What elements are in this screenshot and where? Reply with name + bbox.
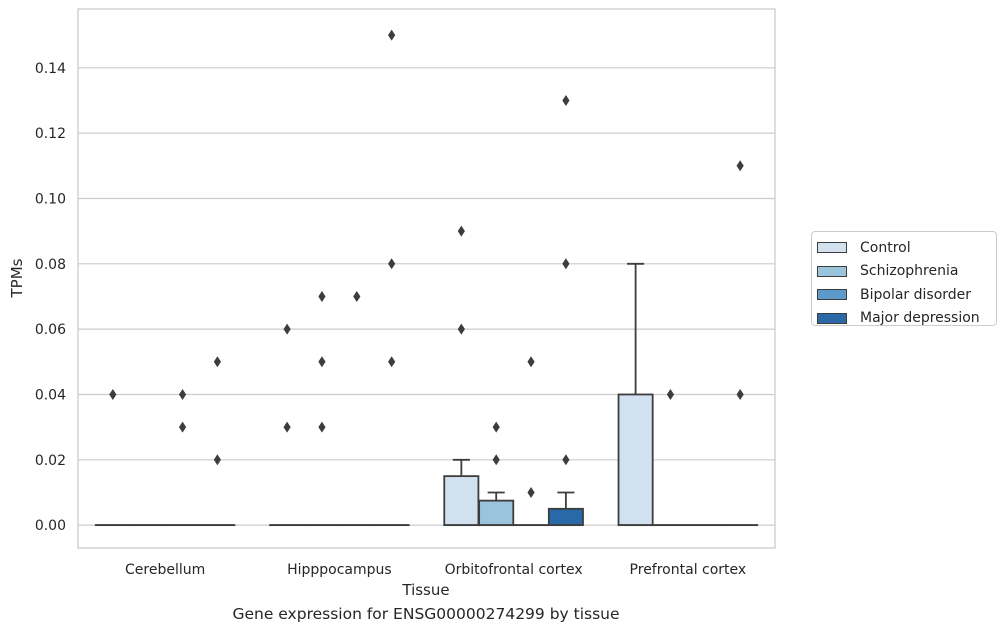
y-tick-labels: 0.00 0.02 0.04 0.06 0.08 0.10 0.12 0.14 [35,61,66,534]
plot-frame [77,8,776,549]
outlier-point [492,454,500,466]
outlier-point [736,160,744,172]
legend-label: Control [860,239,911,256]
y-tick-label: 0.12 [35,126,66,142]
box-schizophrenia-2 [478,421,515,527]
legend-swatch [817,312,847,324]
outlier-point [318,421,326,433]
box-major-depression-1 [373,29,410,527]
chart-caption: Gene expression for ENSG00000274299 by t… [232,605,620,623]
y-tick-label: 0.10 [35,191,66,207]
outlier-point [283,421,291,433]
outlier-point [318,290,326,302]
box-control-2 [443,225,480,527]
box-bipolar-disorder-2 [513,356,550,527]
outlier-point [318,356,326,368]
legend-label: Bipolar disorder [860,286,972,303]
box-control-3 [617,262,654,527]
outlier-point [388,356,396,368]
x-axis-label: Tissue [401,581,449,599]
box-rect [478,499,515,527]
box-bipolar-disorder-1 [338,290,375,527]
outlier-point [562,454,570,466]
outlier-point [283,323,291,335]
legend-item: Bipolar disorder [812,283,996,307]
outlier-point [213,356,221,368]
legend: Control Schizophrenia Bipolar disorder Majo… [811,231,997,326]
outlier-point [492,421,500,433]
legend-swatch [817,265,847,277]
outlier-point [736,388,744,400]
y-axis-label: TPMs [8,258,26,298]
outlier-point [562,258,570,270]
box-schizophrenia-3 [652,388,689,527]
box-schizophrenia-1 [303,290,340,527]
outlier-point [353,290,361,302]
outlier-point [388,258,396,270]
outlier-point [457,323,465,335]
outlier-point [527,356,535,368]
box-control-0 [94,388,131,527]
box-rect [547,507,584,527]
box-rect [617,393,654,527]
x-tick-labels: Cerebellum Hipppocampus Orbitofrontal cort… [125,562,746,578]
outlier-point [388,29,396,41]
x-tick-label: Orbitofrontal cortex [445,562,583,578]
outlier-point [178,421,187,433]
legend-label: Schizophrenia [860,263,959,280]
box-major-depression-3 [722,160,759,527]
legend-swatch [817,289,847,301]
x-tick-label: Prefrontal cortex [630,562,747,578]
y-tick-label: 0.04 [35,387,66,403]
legend-item: Schizophrenia [812,260,996,284]
box-major-depression-0 [199,356,236,527]
x-tick-label: Hipppocampus [287,562,392,578]
box-major-depression-2 [547,94,584,527]
legend-item: Control [812,236,996,260]
legend-label: Major depression [860,310,980,327]
outlier-point [666,388,675,400]
outlier-point [527,486,535,498]
box-bipolar-disorder-0 [164,388,201,527]
plot-marks [94,29,759,527]
legend-item: Major depression [812,307,996,331]
box-rect [443,475,480,527]
y-tick-label: 0.14 [35,61,66,77]
y-tick-label: 0.00 [35,518,66,534]
gridlines [78,67,775,526]
legend-swatch [817,242,847,254]
box-control-1 [269,323,306,527]
x-tick-label: Cerebellum [125,562,205,578]
outlier-point [109,388,117,400]
y-tick-label: 0.02 [35,453,66,469]
y-tick-label: 0.08 [35,257,66,273]
outlier-point [213,454,221,466]
outlier-point [457,225,465,237]
y-tick-label: 0.06 [35,322,66,338]
outlier-point [562,94,570,106]
outlier-point [178,388,187,400]
